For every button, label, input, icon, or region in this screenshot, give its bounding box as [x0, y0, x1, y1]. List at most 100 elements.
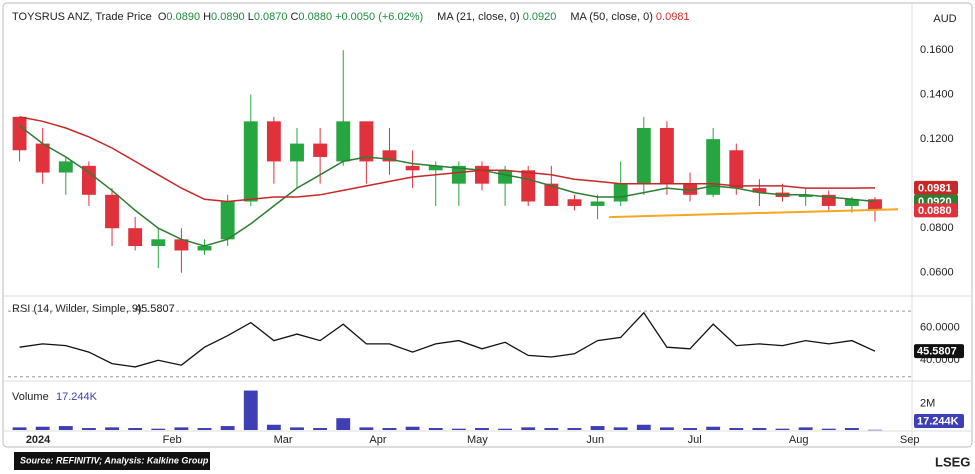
volume-bar: [243, 390, 258, 430]
ohlc-value: 0.0890: [166, 11, 201, 23]
candle-body: [243, 121, 258, 202]
ohlc-value: 0.0890: [211, 11, 245, 23]
volume-bar: [659, 427, 674, 430]
x-tick-label: May: [467, 434, 488, 446]
candle-body: [359, 121, 374, 162]
ma-key: MA (50, close, 0): [570, 11, 653, 23]
ohlc-key: O: [157, 11, 167, 23]
volume-bar: [451, 428, 466, 430]
x-tick-label: Aug: [789, 434, 809, 446]
volume-bar: [151, 428, 166, 430]
header: TOYSRUS ANZ, Trade Price O0.0890 H0.0890 L…: [12, 11, 704, 23]
candle-body: [636, 128, 651, 184]
candle-body: [521, 170, 536, 202]
volume-bar: [683, 428, 697, 430]
candle-body: [105, 194, 119, 229]
volume-bar: [405, 426, 420, 430]
volume-bar: [475, 428, 489, 430]
candle-body: [613, 183, 628, 202]
volume-value: 17.244K: [56, 391, 98, 403]
change: +0.0050 (+6.02%): [335, 11, 424, 23]
volume-bar: [313, 428, 328, 430]
ma-value: 0.0981: [655, 11, 690, 23]
candle-body: [498, 170, 513, 184]
y-tick-label: 0.0800: [920, 222, 954, 234]
candle-body: [729, 150, 744, 189]
rsi-tag-label: 45.5807: [917, 346, 957, 358]
candle-body: [590, 201, 605, 206]
title: TOYSRUS ANZ, Trade Price: [12, 11, 152, 23]
x-tick-label: Sep: [900, 434, 920, 446]
price-tag: [914, 180, 958, 195]
volume-tick-label: 2M: [920, 398, 935, 410]
x-tick-label: Apr: [369, 434, 386, 446]
candle-body: [752, 188, 767, 193]
ma-line: [19, 116, 876, 203]
volume-bar: [775, 428, 790, 430]
candle-body: [12, 116, 27, 151]
volume-bar: [729, 428, 744, 430]
x-tick-label: Jun: [586, 434, 604, 446]
ohlc-value: 0.0880: [298, 11, 333, 23]
candle-body: [706, 139, 721, 195]
volume-bar: [290, 427, 304, 430]
volume-bar: [868, 429, 882, 431]
price-tag-label: 0.0880: [918, 205, 952, 217]
frame: [2, 2, 973, 448]
candle-body: [798, 194, 813, 198]
candle-body: [197, 246, 212, 251]
volume-bar: [544, 428, 559, 430]
volume-bar: [521, 427, 536, 430]
volume-bar: [844, 428, 859, 430]
price-tag: [914, 203, 958, 218]
ma-key: MA (21, close, 0): [437, 11, 520, 23]
volume-bar: [105, 427, 119, 430]
candle-body: [683, 183, 697, 195]
ohlc-value: 0.0870: [253, 11, 288, 23]
trendline: [609, 208, 899, 219]
volume-bar: [359, 427, 374, 430]
candle-body: [405, 165, 420, 171]
volume-bar: [12, 427, 27, 430]
rsi-line: [19, 311, 876, 368]
source-box: [14, 452, 210, 470]
y-tick-label: 0.1600: [920, 44, 954, 56]
volume-bar: [752, 428, 767, 430]
volume-bar: [174, 427, 189, 430]
ma-value: 0.0920: [522, 11, 557, 23]
volume-bar: [428, 428, 443, 430]
volume-bar: [266, 424, 281, 430]
candle-body: [81, 165, 96, 195]
volume-bar: [821, 428, 836, 430]
candle-body: [128, 228, 143, 247]
volume-bar: [35, 426, 50, 430]
ma-line: [19, 125, 876, 247]
candle-body: [567, 199, 582, 206]
candle-body: [266, 121, 281, 162]
ohlc-key: H: [203, 11, 212, 23]
rsi-tag: [914, 344, 964, 359]
candle-body: [220, 201, 235, 240]
candle-body: [451, 165, 466, 184]
volume-bar: [498, 428, 513, 430]
ohlc-key: L: [247, 11, 254, 23]
volume-bar: [567, 428, 582, 430]
candle-body: [35, 143, 50, 173]
y-tick-label: 0.1200: [920, 133, 954, 145]
volume-bar: [197, 428, 212, 430]
candle-body: [151, 239, 166, 247]
volume-bar: [613, 427, 628, 430]
candle-body: [868, 199, 882, 211]
volume-bar: [798, 427, 813, 430]
candle-body: [475, 165, 489, 184]
x-tick-label: Feb: [163, 434, 182, 446]
x-tick-label: Mar: [274, 434, 293, 446]
volume-tag-label: 17.244K: [917, 415, 959, 427]
ohlc-key: C: [290, 11, 299, 23]
candle-body: [382, 150, 397, 162]
candle-body: [174, 239, 189, 251]
volume-bar: [336, 418, 351, 430]
volume-bar: [128, 428, 143, 430]
x-tick-label: Jul: [688, 434, 702, 446]
